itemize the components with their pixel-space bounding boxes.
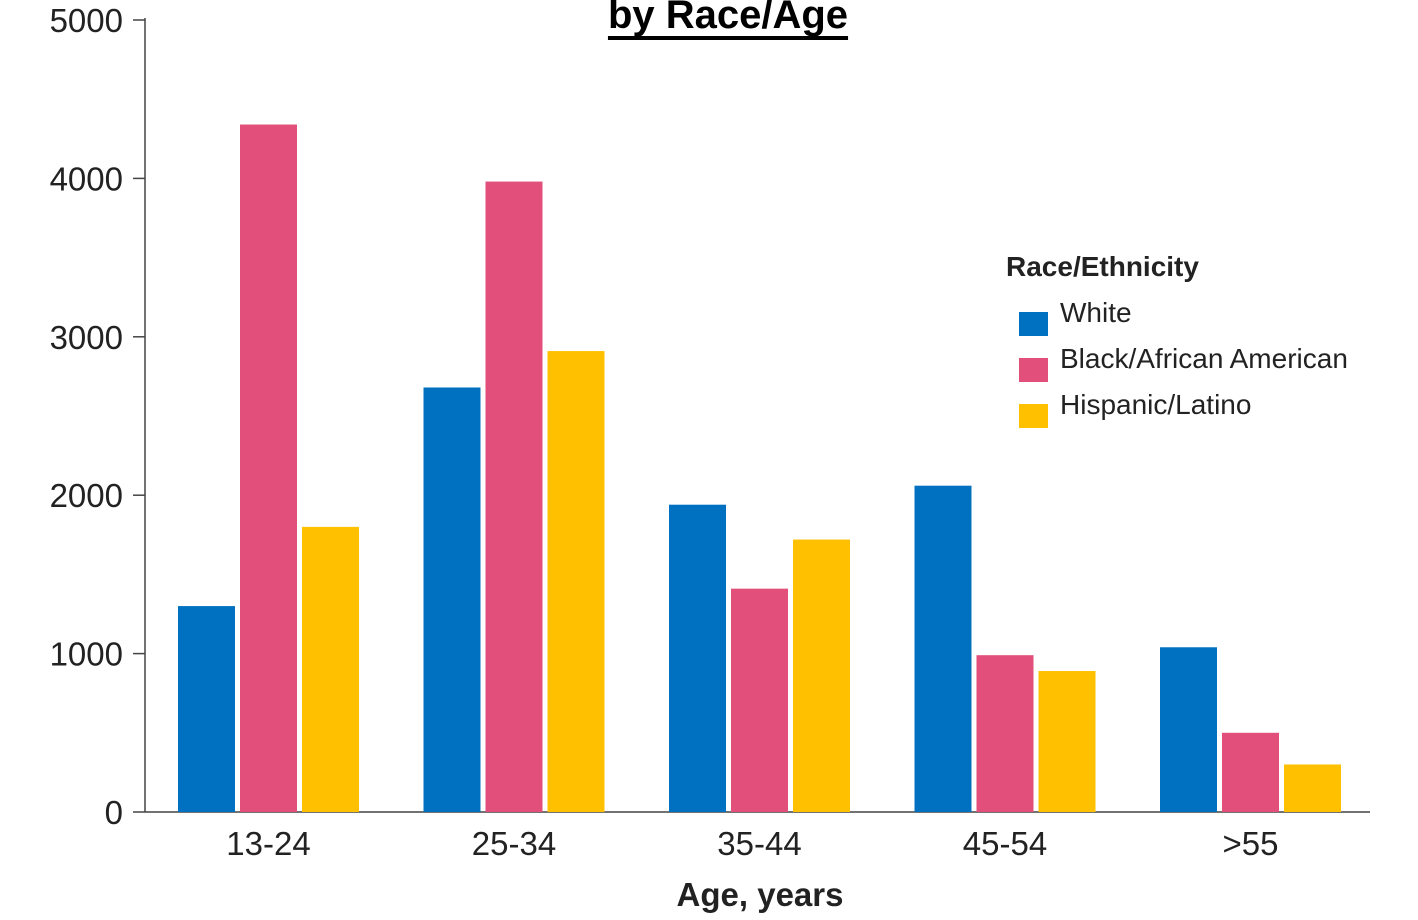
- legend-label: Black/African American: [1060, 343, 1348, 374]
- legend-label: White: [1060, 297, 1132, 328]
- legend-label: Hispanic/Latino: [1060, 389, 1251, 420]
- y-tick-label: 4000: [50, 160, 123, 197]
- y-tick-label: 2000: [50, 477, 123, 514]
- x-tick-label: 45-54: [963, 825, 1047, 862]
- bar-3544-white: [669, 504, 726, 812]
- bars: [178, 124, 1341, 812]
- legend-items: White Black/African American Hispanic/Lati…: [1019, 297, 1348, 428]
- bar-3544-black-african-american: [731, 588, 788, 812]
- bar-55-black-african-american: [1222, 732, 1279, 812]
- legend: Race/Ethnicity White Black/African Americ…: [1006, 251, 1348, 428]
- bar-55-white: [1160, 647, 1217, 812]
- y-tick-label: 3000: [50, 319, 123, 356]
- x-tick-label: 35-44: [717, 825, 801, 862]
- chart-title: by Race/Age: [608, 0, 848, 37]
- bar-2534-black-african-american: [485, 181, 543, 812]
- legend-swatch: [1019, 404, 1048, 428]
- x-axis-title: Age, years: [677, 876, 844, 913]
- bar-1324-black-african-american: [240, 124, 297, 812]
- x-tick-label: 13-24: [226, 825, 310, 862]
- bar-2534-white: [423, 387, 481, 812]
- bar-2534-hispanic-latino: [547, 351, 605, 812]
- bar-1324-hispanic-latino: [302, 526, 359, 812]
- legend-swatch: [1019, 358, 1048, 382]
- y-tick-label: 5000: [50, 2, 123, 39]
- bar-1324-white: [178, 606, 235, 812]
- y-tick-label: 0: [105, 794, 123, 831]
- bar-3544-hispanic-latino: [793, 539, 850, 812]
- x-tick-label: >55: [1223, 825, 1279, 862]
- x-ticks: 13-24 25-34 35-44 45-54 >55: [226, 825, 1278, 862]
- bar-4554-white: [914, 485, 972, 812]
- y-tick-label: 1000: [50, 636, 123, 673]
- legend-swatch: [1019, 312, 1048, 336]
- bar-4554-black-african-american: [976, 655, 1034, 812]
- bar-4554-hispanic-latino: [1038, 671, 1096, 812]
- y-ticks: 0 1000 2000 3000 4000 5000: [50, 2, 145, 831]
- x-tick-label: 25-34: [472, 825, 556, 862]
- bar-55-hispanic-latino: [1284, 764, 1341, 812]
- legend-title: Race/Ethnicity: [1006, 251, 1199, 282]
